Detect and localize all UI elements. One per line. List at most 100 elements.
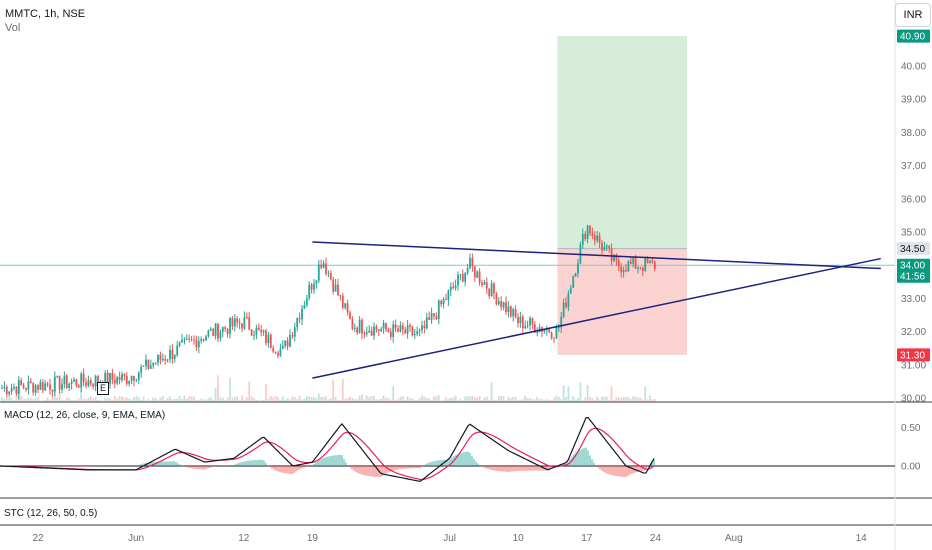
macd-histogram-bar [163, 461, 165, 466]
stc-label[interactable]: STC (12, 26, 50, 0.5) [4, 508, 98, 519]
volume-bar [512, 396, 515, 402]
candle-body [68, 383, 71, 389]
candle-body [447, 290, 450, 301]
macd-histogram-bar [627, 466, 629, 476]
volume-bar [221, 397, 224, 402]
candle-body [548, 328, 551, 333]
volume-bar [476, 397, 479, 402]
macd-histogram-bar [305, 466, 307, 467]
candle-body [10, 388, 13, 392]
macd-histogram-bar [169, 461, 171, 466]
candle-body [591, 233, 594, 236]
macd-histogram-bar [193, 466, 195, 469]
macd-histogram-bar [645, 466, 647, 470]
candle-body [185, 338, 188, 340]
macd-histogram-bar [203, 466, 205, 470]
macd-histogram-bar [195, 466, 197, 469]
macd-histogram-bar [319, 459, 321, 466]
volume-bar [123, 397, 126, 402]
candle-body [176, 345, 179, 356]
candle-body [34, 385, 37, 393]
candle-body [449, 286, 452, 291]
macd-histogram-bar [275, 466, 277, 471]
volume-bar [111, 400, 114, 402]
earnings-event-marker[interactable]: E [97, 382, 109, 395]
volume-bar [562, 385, 565, 402]
candle-body [272, 347, 275, 352]
candle-body [332, 279, 335, 292]
candle-body [428, 317, 431, 320]
candle-body [639, 267, 642, 269]
volume-bar [214, 387, 217, 402]
macd-histogram-bar [517, 466, 519, 472]
volume-bar [349, 396, 351, 402]
volume-bar [646, 399, 649, 402]
macd-histogram-bar [249, 460, 251, 466]
macd-histogram-bar [283, 466, 285, 474]
macd-histogram-bar [499, 466, 501, 472]
candle-body [512, 309, 515, 317]
macd-histogram-bar [141, 463, 143, 466]
candle-body [214, 323, 217, 336]
volume-bar [325, 396, 327, 402]
volume-bar [293, 397, 296, 402]
time-tick-label: 19 [307, 533, 319, 544]
macd-histogram-bar [315, 462, 317, 466]
macd-histogram-bar [623, 466, 625, 477]
macd-histogram-bar [573, 454, 575, 466]
volume-bar [303, 398, 306, 402]
candle-body [97, 376, 99, 383]
volume-bar [380, 398, 383, 402]
candle-body [140, 366, 143, 373]
candle-body [466, 268, 469, 274]
candle-body [337, 284, 339, 296]
volume-bar [22, 399, 25, 402]
macd-histogram-bar [271, 466, 273, 469]
price-tick-label: 30.00 [901, 394, 926, 405]
volume-bar [101, 400, 104, 402]
macd-histogram-bar [617, 466, 619, 477]
macd-histogram-bar [287, 466, 289, 474]
macd-histogram-bar [213, 466, 215, 467]
macd-histogram-bar [325, 457, 327, 466]
candle-body [20, 380, 23, 386]
macd-histogram-bar [395, 466, 397, 470]
volume-bar [315, 397, 318, 402]
candle-body [507, 306, 510, 313]
candle-body [250, 329, 253, 336]
volume-bar [373, 395, 375, 402]
macd-histogram-bar [579, 449, 581, 466]
volume-bar [219, 397, 222, 402]
volume-bar [344, 399, 347, 402]
candle-body [257, 327, 260, 330]
volume-bar [653, 399, 656, 402]
volume-bar [161, 396, 164, 402]
volume-bar [404, 399, 407, 402]
candle-body [375, 326, 378, 330]
volume-bar [133, 397, 135, 402]
volume-bar [200, 398, 203, 402]
candle-body [574, 273, 577, 277]
volume-bar [15, 395, 18, 402]
candle-body [94, 376, 97, 387]
macd-histogram-bar [619, 466, 621, 477]
macd-histogram-bar [343, 459, 345, 466]
macd-label[interactable]: MACD (12, 26, close, 9, EMA, EMA) [4, 410, 166, 421]
volume-bar [500, 395, 503, 402]
macd-histogram-bar [299, 466, 301, 470]
candle-body [1, 388, 3, 389]
candle-body [380, 328, 383, 331]
volume-bar [269, 395, 272, 402]
candle-body [70, 381, 73, 384]
macd-histogram-bar [441, 459, 443, 466]
macd-histogram-bar [197, 466, 199, 470]
candle-body [325, 263, 327, 274]
macd-histogram-bar [365, 466, 367, 476]
currency-button[interactable]: INR [895, 3, 931, 27]
volume-bar [169, 396, 171, 402]
macd-histogram-bar [463, 452, 465, 466]
volume-bar [20, 396, 23, 402]
volume-bar [99, 400, 102, 402]
volume-bar [94, 397, 97, 402]
